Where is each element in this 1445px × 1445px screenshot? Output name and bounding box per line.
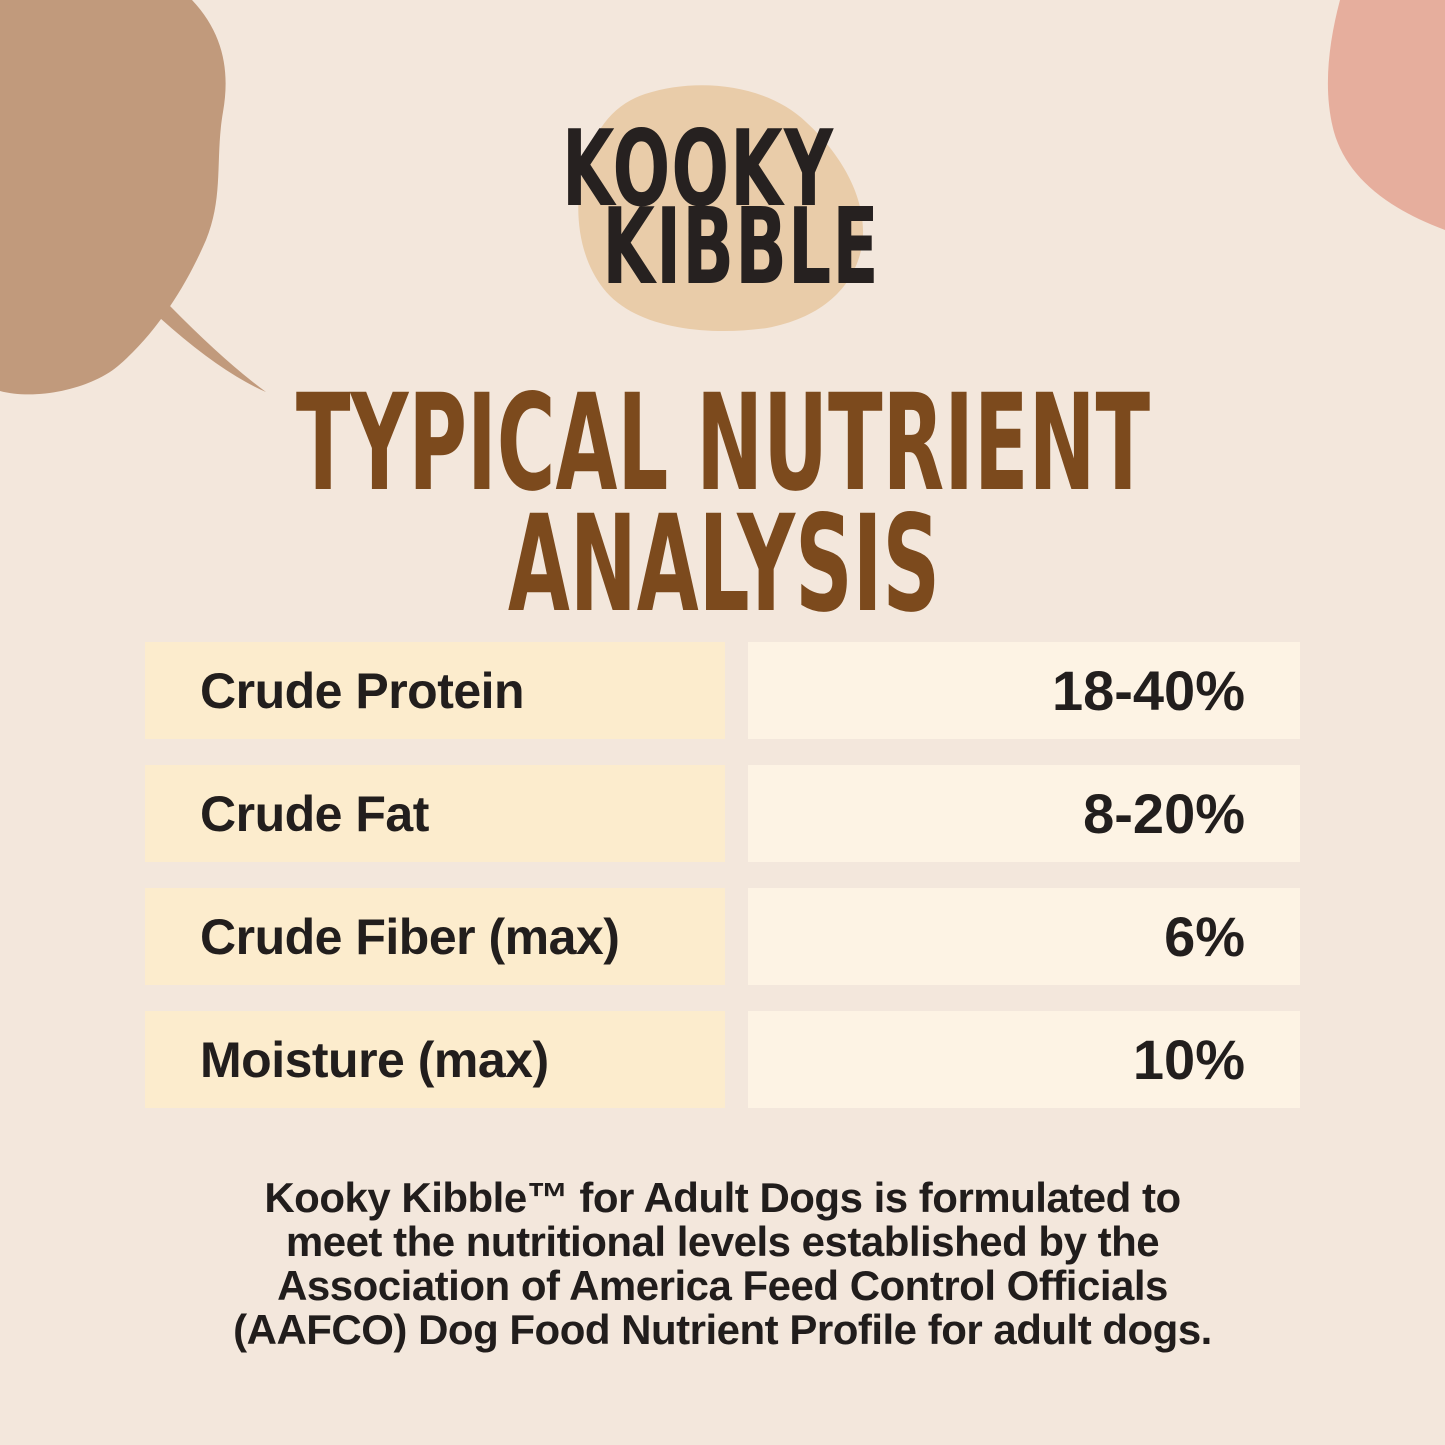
table-row: Crude Fat 8-20% (145, 765, 1300, 862)
brand-logo-text-line1: KOOKY (561, 108, 835, 232)
aafco-statement-line: (AAFCO) Dog Food Nutrient Profile for ad… (233, 1306, 1212, 1353)
nutrient-value-cell: 10% (748, 1011, 1300, 1108)
nutrient-value-cell: 18-40% (748, 642, 1300, 739)
page-title-line2: ANALYSIS (507, 487, 941, 643)
aafco-statement-line: Kooky Kibble™ for Adult Dogs is formulat… (264, 1174, 1181, 1221)
aafco-statement-line: meet the nutritional levels established … (285, 1218, 1160, 1265)
nutrient-label-cell: Crude Fiber (max) (145, 888, 725, 985)
corner-blob-top-left-shape (0, 0, 266, 395)
nutrient-table: Crude Protein 18-40% Crude Fat 8-20% Cru… (145, 642, 1300, 1134)
table-row: Moisture (max) 10% (145, 1011, 1300, 1108)
table-row: Crude Protein 18-40% (145, 642, 1300, 739)
aafco-statement: Kooky Kibble™ for Adult Dogs is formulat… (0, 1176, 1445, 1352)
corner-blob-top-right-shape (1327, 0, 1445, 230)
nutrient-value-cell: 8-20% (748, 765, 1300, 862)
table-row: Crude Fiber (max) 6% (145, 888, 1300, 985)
nutrient-label-cell: Moisture (max) (145, 1011, 725, 1108)
nutrient-label-cell: Crude Protein (145, 642, 725, 739)
page-title-line1: TYPICAL NUTRIENT (295, 366, 1151, 522)
logo-background-blob (578, 85, 864, 332)
aafco-statement-line: Association of America Feed Control Offi… (277, 1262, 1168, 1309)
nutrient-value-cell: 6% (748, 888, 1300, 985)
brand-logo-text-line2: KIBBLE (602, 186, 880, 310)
nutrient-label-cell: Crude Fat (145, 765, 725, 862)
